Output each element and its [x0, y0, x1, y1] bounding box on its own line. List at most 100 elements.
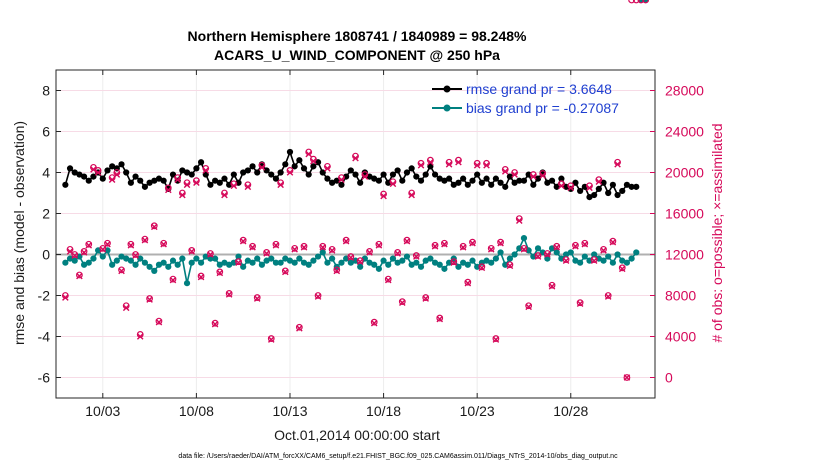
y2-tick-label: 24000: [665, 124, 704, 140]
bias-point: [118, 253, 125, 260]
rmse-point: [300, 165, 308, 172]
rmse-point: [296, 157, 303, 164]
possible-point: [141, 235, 149, 243]
possible-point: [412, 252, 420, 259]
rmse-point: [511, 179, 518, 186]
assimilated-point: [221, 191, 228, 199]
y2-axis-label: # of obs: o=possible; ×=assimilated: [709, 123, 725, 342]
rmse-point: [483, 175, 490, 182]
bias-point: [352, 257, 359, 264]
bias-point: [572, 257, 579, 264]
possible-point: [534, 252, 542, 259]
bias-point: [216, 261, 223, 268]
bias-point: [282, 255, 289, 262]
y2-tick-label: 20000: [665, 165, 704, 181]
possible-point: [576, 299, 584, 307]
obs-count-series: [62, 0, 650, 381]
rmse-point: [127, 179, 134, 186]
assimilated-point: [422, 295, 429, 302]
rmse-point: [146, 179, 153, 186]
rmse-point: [441, 177, 448, 184]
rmse-point: [277, 169, 284, 176]
bias-point: [413, 259, 420, 266]
assimilated-point: [104, 240, 111, 248]
assimilated-point: [291, 246, 298, 253]
rmse-point: [619, 187, 626, 195]
rmse-point: [422, 171, 429, 178]
possible-point: [375, 240, 383, 248]
rmse-point: [80, 173, 88, 180]
bias-point: [375, 265, 382, 272]
possible-point: [436, 314, 444, 322]
assimilated-point: [399, 299, 406, 306]
bias-point: [300, 259, 308, 266]
possible-point: [487, 244, 495, 252]
rmse-point: [104, 167, 111, 174]
assimilated-point: [239, 237, 247, 245]
x-tick-label: 10/08: [179, 403, 214, 419]
assimilated-point: [539, 172, 546, 179]
assimilated-point: [417, 162, 425, 169]
y-axis-label: rmse and bias (model - observation): [11, 121, 27, 345]
assimilated-point: [253, 295, 261, 302]
assimilated-point: [604, 293, 612, 300]
bias-point: [249, 259, 256, 266]
rmse-point: [314, 159, 322, 166]
possible-point: [492, 335, 500, 342]
bias-point: [123, 255, 130, 262]
bias-point: [511, 251, 518, 258]
bias-point: [305, 261, 312, 268]
assimilated-point: [286, 169, 294, 176]
assimilated-point: [230, 182, 238, 190]
assimilated-point: [342, 237, 350, 245]
y-axis-right: 0 4000 8000 12000 16000 20000 24000 28000: [650, 83, 704, 386]
bias-point: [483, 257, 490, 264]
possible-point: [469, 238, 476, 246]
rmse-point: [548, 177, 556, 184]
possible-point: [328, 245, 336, 253]
bias-point: [520, 235, 528, 242]
possible-point: [197, 272, 205, 280]
assimilated-point: [179, 191, 186, 199]
bias-point: [427, 255, 434, 262]
bias-point: [403, 253, 411, 260]
bias-point: [534, 245, 542, 252]
bias-point: [497, 249, 504, 256]
rmse-point: [605, 189, 612, 197]
x-tick-label: 10/13: [272, 403, 307, 419]
rmse-point: [66, 165, 74, 172]
possible-point: [347, 253, 355, 260]
rmse-point: [169, 171, 177, 178]
assimilated-point: [333, 267, 341, 275]
y2-tick-label: 28000: [665, 83, 704, 99]
bias-point: [474, 263, 481, 270]
possible-point: [543, 250, 551, 257]
bias-point: [109, 261, 116, 268]
possible-point: [132, 251, 139, 258]
y-tick-label: 0: [42, 247, 50, 263]
assimilated-point: [62, 294, 69, 301]
assimilated-point: [99, 246, 107, 253]
possible-point: [333, 266, 341, 274]
assimilated-point: [464, 279, 472, 287]
possible-point: [342, 236, 350, 244]
rmse-point: [595, 185, 602, 192]
bias-point: [197, 259, 205, 266]
bias-point: [516, 245, 523, 252]
assimilated-point: [85, 241, 93, 249]
rmse-point: [380, 171, 387, 178]
bias-point: [619, 257, 626, 264]
possible-point: [99, 244, 107, 252]
assimilated-point: [459, 244, 467, 251]
assimilated-point: [127, 241, 135, 249]
possible-point: [464, 278, 472, 286]
rmse-point: [628, 183, 635, 190]
assimilated-point: [263, 250, 270, 257]
assimilated-point: [310, 157, 317, 165]
rmse-point: [516, 177, 523, 184]
rmse-point: [464, 181, 471, 188]
assimilated-point: [141, 236, 149, 244]
assimilated-point: [515, 217, 523, 224]
legend-rmse-label: rmse grand pr = 3.6648: [466, 81, 612, 97]
y2-tick-label: 16000: [665, 206, 704, 222]
